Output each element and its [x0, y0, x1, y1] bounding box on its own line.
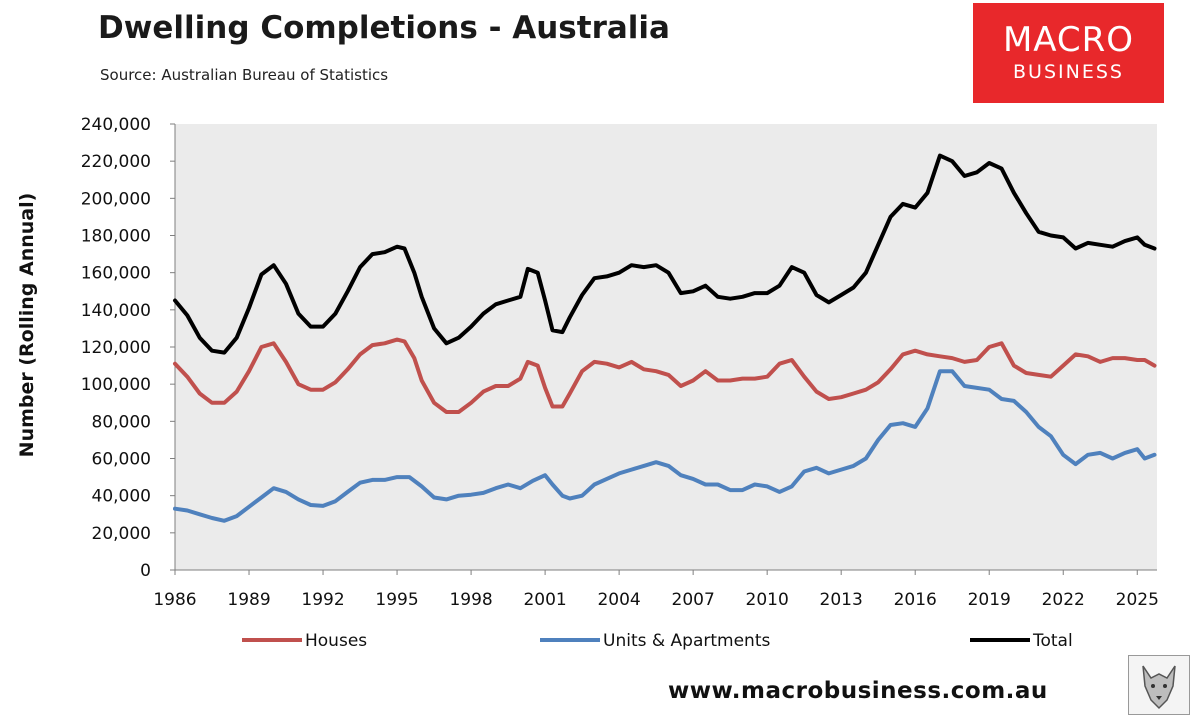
plot-area	[175, 124, 1157, 570]
legend-item[interactable]: Units & Apartments	[540, 631, 770, 651]
x-tick-label: 1998	[449, 590, 492, 610]
series-layer	[173, 153, 1157, 523]
y-tick-label: 220,000	[81, 152, 151, 172]
legend-label: Total	[1032, 631, 1073, 651]
y-tick-label: 180,000	[81, 227, 151, 247]
legend: Houses Units & Apartments Total	[242, 631, 1073, 651]
x-axis: 1986 1989 1992 1995 1998 2001 2004 2007 2010 2013…	[153, 569, 1159, 610]
x-tick-label: 1989	[227, 590, 270, 610]
x-tick-label: 1986	[153, 590, 196, 610]
y-tick-label: 20,000	[92, 524, 151, 544]
macrobusiness-logo: MACRO BUSINESS	[973, 3, 1164, 103]
x-tick-label: 2013	[820, 590, 863, 610]
x-tick-label: 1992	[301, 590, 344, 610]
x-tick-label: 2025	[1116, 590, 1159, 610]
x-tick-label: 2004	[597, 590, 640, 610]
x-tick-label: 2001	[523, 590, 566, 610]
x-tick-label: 2007	[672, 590, 715, 610]
y-tick-label: 0	[140, 561, 151, 581]
y-tick-label: 40,000	[92, 487, 151, 507]
logo-line-2: BUSINESS	[1013, 61, 1124, 83]
y-tick-label: 120,000	[81, 338, 151, 358]
y-axis-label: Number (Rolling Annual)	[16, 193, 38, 458]
legend-item[interactable]: Total	[970, 631, 1073, 651]
x-tick-label: 2019	[968, 590, 1011, 610]
series-line-houses	[173, 337, 1157, 414]
chart-source: Source: Australian Bureau of Statistics	[100, 66, 389, 84]
y-tick-label: 140,000	[81, 301, 151, 321]
y-axis: 0 20,000 40,000 60,000 80,000 100,000 120,000 1…	[81, 115, 176, 581]
x-tick-label: 1995	[375, 590, 418, 610]
x-tick-label: 2016	[894, 590, 937, 610]
y-tick-label: 240,000	[81, 115, 151, 135]
y-tick-label: 160,000	[81, 264, 151, 284]
y-tick-label: 60,000	[92, 450, 151, 470]
y-tick-label: 80,000	[92, 412, 151, 432]
wolf-icon	[1128, 655, 1190, 715]
legend-label: Units & Apartments	[603, 631, 770, 651]
x-tick-label: 2010	[746, 590, 789, 610]
chart-title: Dwelling Completions - Australia	[98, 10, 670, 46]
series-line-total	[173, 153, 1157, 355]
y-tick-label: 200,000	[81, 189, 151, 209]
legend-item[interactable]: Houses	[242, 631, 367, 651]
legend-label: Houses	[305, 631, 367, 651]
website-url[interactable]: www.macrobusiness.com.au	[668, 678, 1048, 704]
logo-line-1: MACRO	[1002, 20, 1135, 60]
y-tick-label: 100,000	[81, 375, 151, 395]
series-line-units-apartments	[173, 369, 1157, 523]
x-tick-label: 2022	[1042, 590, 1085, 610]
